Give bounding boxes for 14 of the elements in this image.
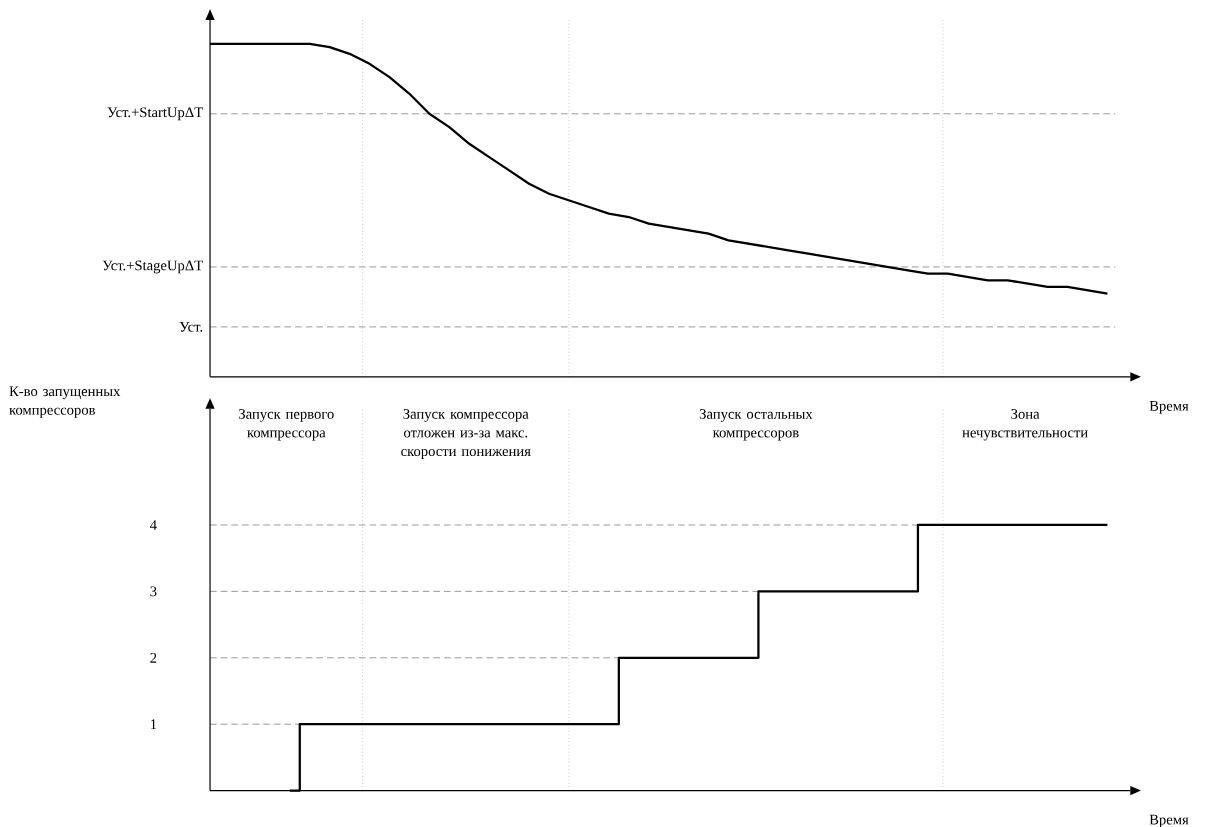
ref-line-label: Уст.+StageUpΔT bbox=[102, 260, 203, 274]
annotation: Запуск первого компрессора bbox=[239, 408, 334, 441]
ref-line-label: Уст. bbox=[179, 321, 203, 332]
x-axis-title: Время bbox=[1149, 814, 1189, 827]
annotation: Запуск остальных компрессоров bbox=[699, 408, 813, 441]
y-tick-label: 1 bbox=[151, 719, 157, 729]
x-axis-title: Время bbox=[1149, 400, 1189, 414]
annotation: Зона нечувствительности bbox=[962, 408, 1088, 441]
annotation: Запуск компрессора отложен из-за макс. скорости понижения bbox=[401, 408, 531, 459]
y-tick-label: 4 bbox=[150, 519, 157, 530]
y-tick-label: 3 bbox=[150, 586, 157, 597]
ref-line-label: Уст.+StartUpΔT bbox=[107, 107, 203, 120]
y-tick-label: 2 bbox=[150, 652, 157, 663]
y-axis-title: К-во запущенных компрессоров bbox=[9, 386, 121, 418]
